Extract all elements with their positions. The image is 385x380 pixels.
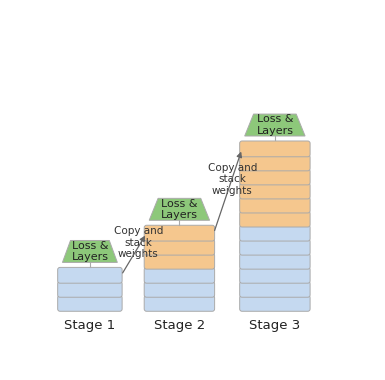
FancyBboxPatch shape	[144, 296, 214, 311]
FancyBboxPatch shape	[240, 225, 310, 241]
FancyBboxPatch shape	[240, 197, 310, 213]
FancyBboxPatch shape	[240, 211, 310, 227]
Text: Copy and
stack
weights: Copy and stack weights	[114, 226, 163, 259]
Text: Stage 1: Stage 1	[64, 319, 116, 332]
FancyBboxPatch shape	[144, 268, 214, 283]
FancyBboxPatch shape	[144, 282, 214, 297]
Text: Stage 3: Stage 3	[249, 319, 301, 332]
Polygon shape	[62, 241, 117, 263]
Text: Loss &
Layers: Loss & Layers	[71, 241, 109, 262]
FancyBboxPatch shape	[240, 141, 310, 157]
FancyBboxPatch shape	[240, 282, 310, 297]
FancyBboxPatch shape	[240, 183, 310, 199]
FancyBboxPatch shape	[240, 268, 310, 283]
Text: Loss &
Layers: Loss & Layers	[161, 198, 198, 220]
FancyBboxPatch shape	[144, 225, 214, 241]
FancyBboxPatch shape	[144, 253, 214, 269]
FancyBboxPatch shape	[144, 239, 214, 255]
Text: Loss &
Layers: Loss & Layers	[256, 114, 293, 136]
Text: Stage 2: Stage 2	[154, 319, 205, 332]
FancyBboxPatch shape	[240, 253, 310, 269]
FancyBboxPatch shape	[240, 296, 310, 311]
FancyBboxPatch shape	[240, 155, 310, 171]
FancyBboxPatch shape	[58, 296, 122, 311]
FancyBboxPatch shape	[58, 282, 122, 297]
FancyBboxPatch shape	[240, 169, 310, 185]
Polygon shape	[245, 114, 305, 136]
FancyBboxPatch shape	[58, 268, 122, 283]
FancyBboxPatch shape	[240, 239, 310, 255]
Polygon shape	[149, 198, 209, 220]
Text: Copy and
stack
weights: Copy and stack weights	[208, 163, 257, 196]
